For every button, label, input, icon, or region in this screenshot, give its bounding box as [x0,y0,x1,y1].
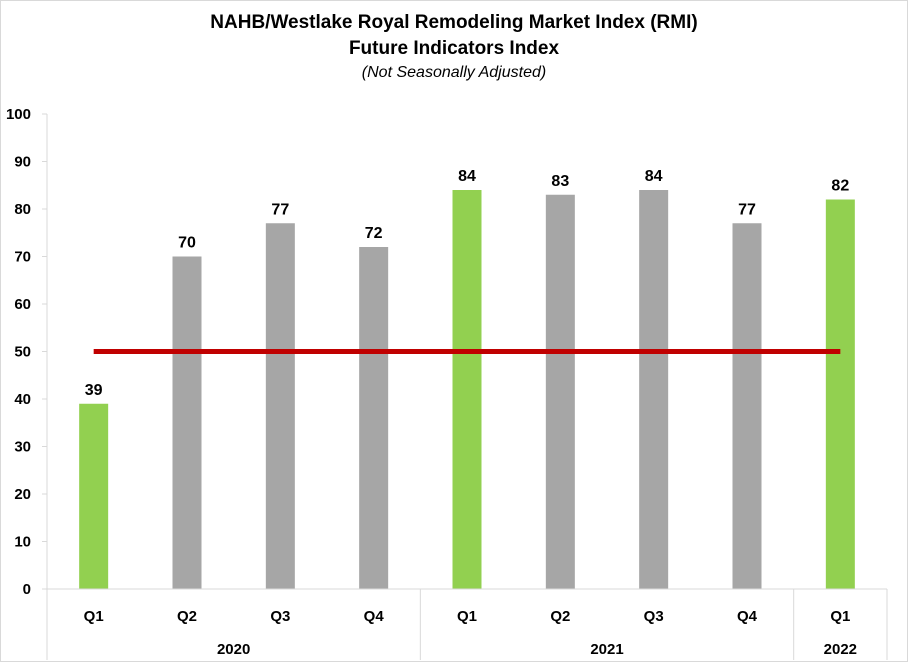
bar [639,190,669,589]
x-tick-label: Q2 [177,608,197,625]
y-tick-label: 60 [14,296,31,313]
x-tick-label: Q4 [737,608,758,625]
x-tick-label: Q3 [270,608,290,625]
bars [79,190,855,589]
y-tick-label: 30 [14,439,31,456]
x-tick-label: Q1 [830,608,850,625]
data-label: 84 [458,168,476,185]
y-axis: 0 10 20 30 40 50 60 70 80 90 100 [6,106,48,598]
data-label: 83 [551,173,569,190]
group-label: 2022 [824,641,857,658]
data-label: 82 [831,178,849,195]
data-label: 77 [271,201,289,218]
data-label: 70 [178,235,196,252]
data-label: 39 [85,382,103,399]
bar [359,247,389,589]
data-label: 72 [365,225,383,242]
y-tick-label: 10 [14,534,31,551]
y-tick-label: 80 [14,201,31,218]
data-labels: 39 70 77 72 84 83 84 77 82 [85,168,850,399]
bar [79,403,109,589]
y-tick-label: 40 [14,391,31,408]
bar [452,190,482,589]
y-tick-label: 0 [23,581,31,598]
bar [825,199,855,589]
group-label: 2020 [217,641,250,658]
x-tick-label: Q1 [84,608,104,625]
data-label: 77 [738,201,756,218]
x-axis: Q1 Q2 Q3 Q4 Q1 Q2 Q3 Q4 Q1 2020 2021 2022 [46,588,888,660]
chart-titles: NAHB/Westlake Royal Remodeling Market In… [0,10,908,84]
x-tick-label: Q1 [457,608,477,625]
y-tick-label: 90 [14,154,31,171]
bar [545,194,575,589]
chart-title: NAHB/Westlake Royal Remodeling Market In… [210,12,698,33]
y-tick-label: 50 [14,344,31,361]
chart-subtitle: Future Indicators Index [348,38,560,59]
bar [172,256,202,589]
bar [732,223,762,589]
y-tick-label: 100 [6,106,31,123]
chart-note: (Not Seasonally Adjusted) [361,64,547,81]
bar [265,223,295,589]
y-tick-label: 70 [14,249,31,266]
x-tick-label: Q3 [644,608,664,625]
group-label: 2021 [590,641,623,658]
y-tick-label: 20 [14,486,31,503]
x-tick-label: Q2 [550,608,570,625]
x-tick-label: Q4 [364,608,385,625]
data-label: 84 [645,168,663,185]
